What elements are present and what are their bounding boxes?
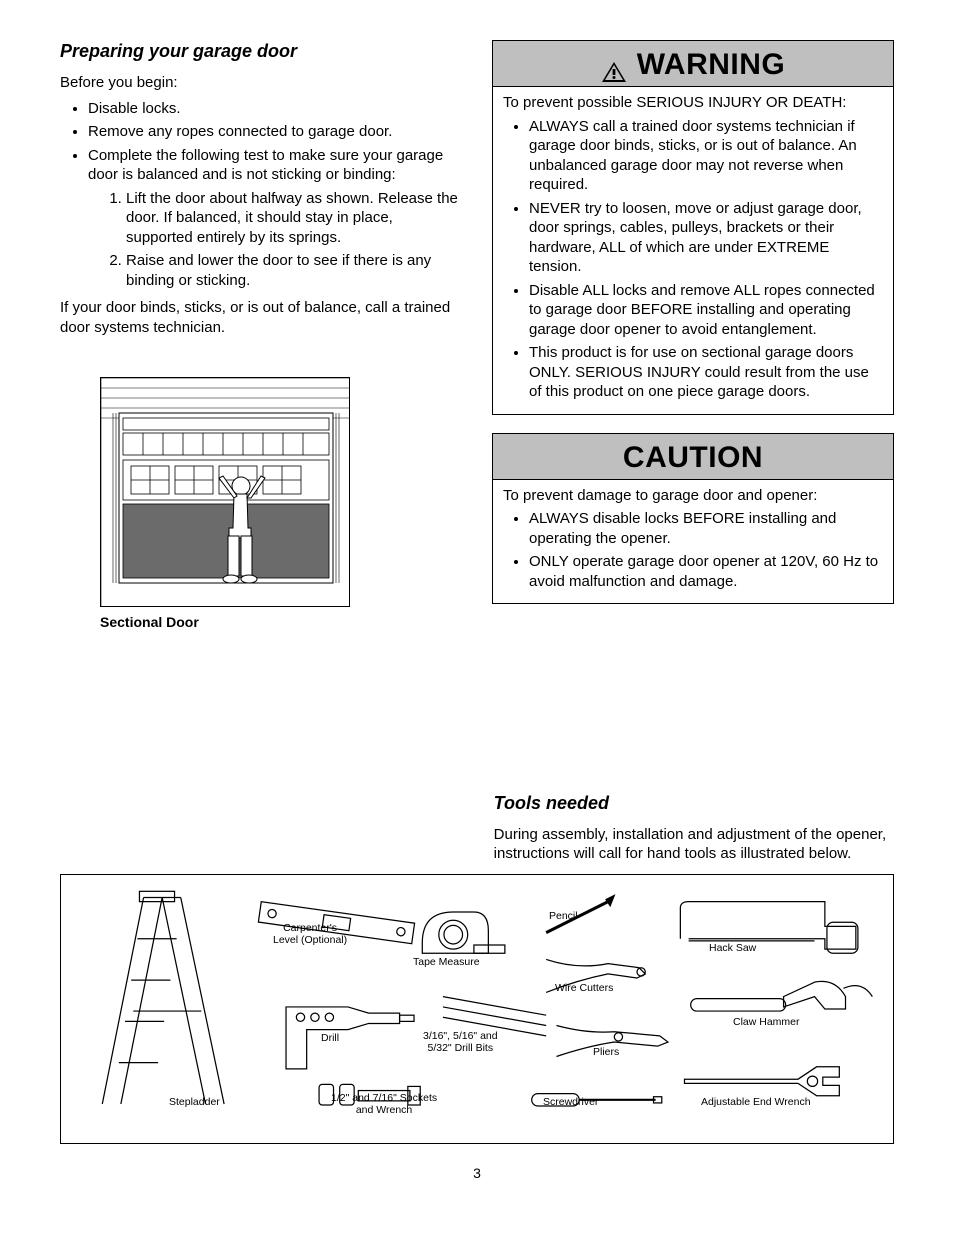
list-item: ALWAYS call a trained door systems techn…: [529, 117, 883, 195]
caution-box: CAUTION To prevent damage to garage door…: [492, 433, 894, 605]
caution-header: CAUTION: [493, 434, 893, 480]
label-pliers: Pliers: [593, 1047, 619, 1059]
label-pencil: Pencil: [549, 911, 578, 923]
caution-body: To prevent damage to garage door and ope…: [493, 480, 893, 604]
page-number: 3: [60, 1164, 894, 1182]
list-item: ALWAYS disable locks BEFORE installing a…: [529, 509, 883, 548]
list-item: This product is for use on sectional gar…: [529, 343, 883, 402]
label-sockets: 1/2" and 7/16" Sockets and Wrench: [331, 1093, 437, 1116]
bullet-item: Complete the following test to make sure…: [88, 146, 462, 291]
prepare-steps: Lift the door about halfway as shown. Re…: [102, 189, 462, 291]
warning-list: ALWAYS call a trained door systems techn…: [503, 117, 883, 402]
list-item: Disable ALL locks and remove ALL ropes c…: [529, 281, 883, 340]
label-tape: Tape Measure: [413, 957, 480, 969]
warning-body: To prevent possible SERIOUS INJURY OR DE…: [493, 87, 893, 414]
caution-title: CAUTION: [623, 438, 763, 477]
label-hammer: Claw Hammer: [733, 1017, 800, 1029]
sectional-door-figure: [100, 377, 350, 607]
tools-intro: During assembly, installation and adjust…: [494, 825, 894, 864]
step-item: Lift the door about halfway as shown. Re…: [126, 189, 462, 248]
label-hacksaw: Hack Saw: [709, 943, 756, 955]
tools-frame: Stepladder Carpenter's Level (Optional) …: [60, 874, 894, 1144]
label-level: Carpenter's Level (Optional): [273, 923, 347, 946]
prepare-intro: Before you begin:: [60, 73, 462, 93]
prepare-outro: If your door binds, sticks, or is out of…: [60, 298, 462, 337]
caution-lead: To prevent damage to garage door and ope…: [503, 486, 883, 506]
prepare-bullets: Disable locks. Remove any ropes connecte…: [60, 99, 462, 291]
caution-list: ALWAYS disable locks BEFORE installing a…: [503, 509, 883, 591]
warning-title: WARNING: [637, 45, 786, 84]
step-item: Raise and lower the door to see if there…: [126, 251, 462, 290]
list-item: ONLY operate garage door opener at 120V,…: [529, 552, 883, 591]
figure-block: Sectional Door: [60, 377, 462, 631]
figure-caption: Sectional Door: [100, 613, 462, 631]
alert-triangle-icon: [601, 54, 627, 76]
bullet-text: Complete the following test to make sure…: [88, 147, 443, 184]
warning-header: WARNING: [493, 41, 893, 87]
warning-box: WARNING To prevent possible SERIOUS INJU…: [492, 40, 894, 415]
bullet-item: Remove any ropes connected to garage doo…: [88, 122, 462, 142]
label-wrench: Adjustable End Wrench: [701, 1097, 811, 1109]
list-item: NEVER try to loosen, move or adjust gara…: [529, 199, 883, 277]
warning-lead: To prevent possible SERIOUS INJURY OR DE…: [503, 93, 883, 113]
tools-heading: Tools needed: [494, 792, 894, 815]
prepare-heading: Preparing your garage door: [60, 40, 462, 63]
right-column: WARNING To prevent possible SERIOUS INJU…: [492, 40, 894, 632]
label-stepladder: Stepladder: [169, 1097, 220, 1109]
main-columns: Preparing your garage door Before you be…: [60, 40, 894, 632]
bullet-item: Disable locks.: [88, 99, 462, 119]
label-drill: Drill: [321, 1033, 339, 1045]
label-wirecutters: Wire Cutters: [555, 983, 613, 995]
left-column: Preparing your garage door Before you be…: [60, 40, 462, 632]
tools-section: Tools needed During assembly, installati…: [60, 792, 894, 1144]
label-bits: 3/16", 5/16" and 5/32" Drill Bits: [423, 1031, 498, 1054]
label-screwdriver: Screwdriver: [543, 1097, 598, 1109]
